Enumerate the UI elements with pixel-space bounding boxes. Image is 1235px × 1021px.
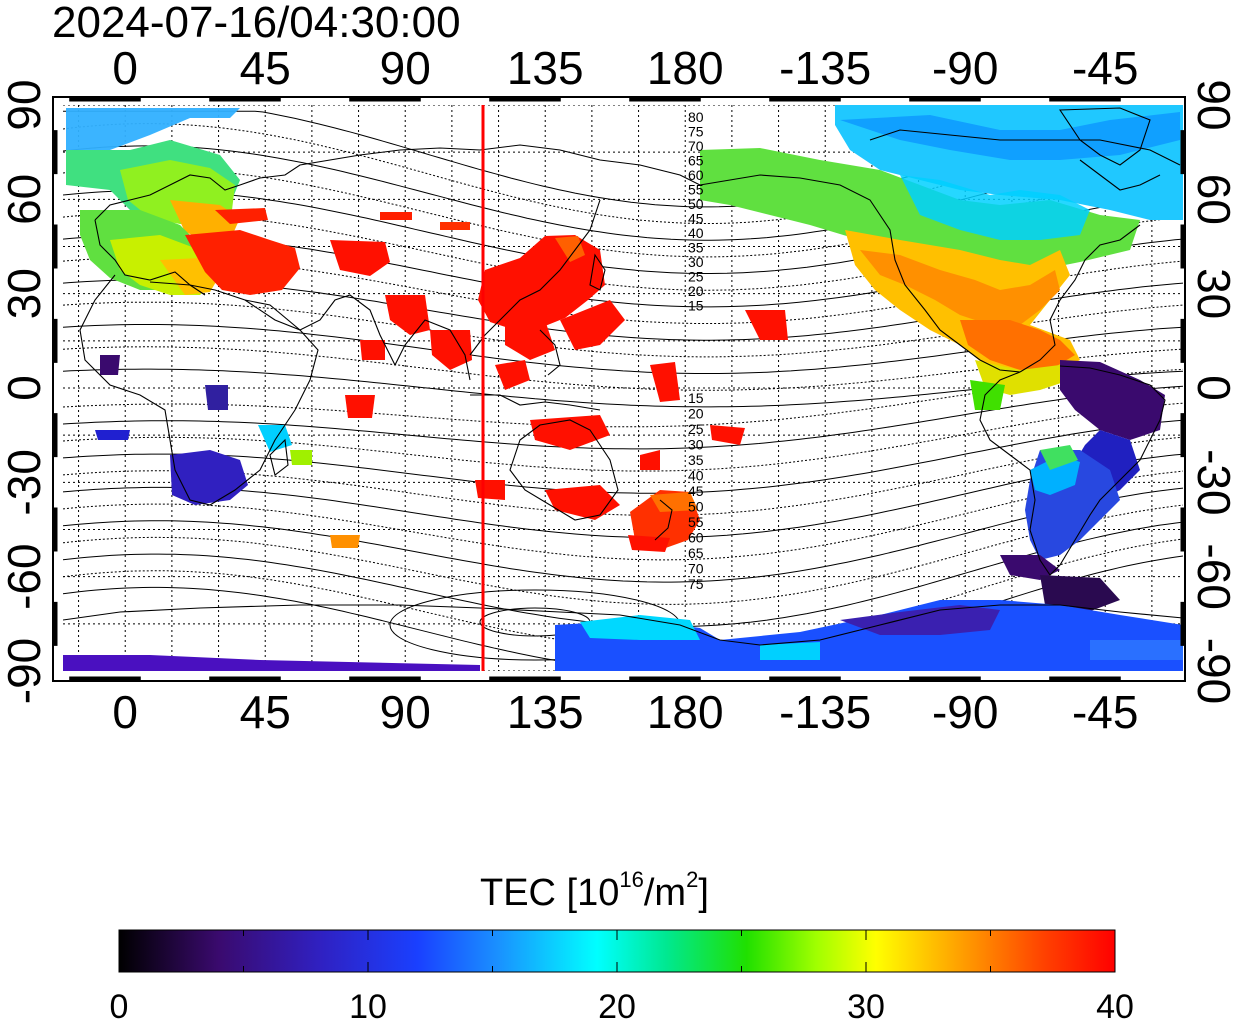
contour-label: 80 bbox=[688, 109, 704, 125]
x-tick-label-top: 135 bbox=[507, 42, 584, 94]
contour-label: 25 bbox=[688, 269, 704, 285]
contour-label: 60 bbox=[688, 167, 704, 183]
y-axis-left-labels: 90 60 30 0 -30 -60 -90 bbox=[0, 79, 50, 704]
x-tick-label-top: -90 bbox=[932, 42, 998, 94]
contour-label: 20 bbox=[688, 283, 704, 299]
x-axis-bottom-labels: 0 45 90 135 180 -135 -90 -45 bbox=[112, 686, 1138, 738]
x-tick-label-top: 0 bbox=[112, 42, 138, 94]
x-tick-label-bottom: -135 bbox=[779, 686, 871, 738]
colorbar-tick-label: 20 bbox=[598, 988, 636, 1021]
contour-label: 70 bbox=[688, 138, 704, 154]
contour-label: 45 bbox=[688, 483, 704, 499]
y-tick-label-left: -60 bbox=[0, 543, 50, 609]
contour-label: 75 bbox=[688, 124, 704, 140]
contour-label: 35 bbox=[688, 240, 704, 256]
x-tick-label-bottom: -90 bbox=[932, 686, 998, 738]
colorbar-title-suffix: ] bbox=[698, 872, 709, 914]
plot-title: 2024-07-16/04:30:00 bbox=[52, 0, 461, 47]
colorbar-ticks bbox=[118, 930, 1116, 972]
y-tick-label-right: 0 bbox=[1188, 375, 1235, 401]
contour-label: 45 bbox=[688, 211, 704, 227]
contour-label: 40 bbox=[688, 225, 704, 241]
contour-label: 55 bbox=[688, 514, 704, 530]
contour-label: 65 bbox=[688, 153, 704, 169]
colorbar-tick-label: 40 bbox=[1096, 988, 1134, 1021]
y-tick-label-left: 90 bbox=[0, 79, 50, 130]
colorbar-title-mid: /m bbox=[644, 872, 686, 914]
contour-label: 15 bbox=[688, 298, 704, 314]
colorbar-tick-label: 30 bbox=[847, 988, 885, 1021]
x-tick-label-top: -45 bbox=[1072, 42, 1138, 94]
contour-label: 50 bbox=[688, 499, 704, 515]
y-tick-label-left: -30 bbox=[0, 449, 50, 515]
coastlines bbox=[63, 107, 1183, 646]
x-tick-label-top: -135 bbox=[779, 42, 871, 94]
x-tick-label-bottom: -45 bbox=[1072, 686, 1138, 738]
map-area bbox=[63, 105, 1183, 671]
x-axis-top-labels: 0 45 90 135 180 -135 -90 -45 bbox=[112, 42, 1138, 94]
y-tick-label-right: 60 bbox=[1188, 174, 1235, 225]
colorbar-title-sup1: 16 bbox=[619, 867, 643, 892]
colorbar-title-sup2: 2 bbox=[686, 867, 698, 892]
x-tick-label-top: 90 bbox=[380, 42, 431, 94]
y-tick-label-left: 0 bbox=[0, 375, 50, 401]
contour-label: 15 bbox=[688, 390, 704, 406]
y-tick-label-right: 30 bbox=[1188, 268, 1235, 319]
contour-label: 20 bbox=[688, 406, 704, 422]
colorbar-tick-label: 10 bbox=[349, 988, 387, 1021]
contour-label: 55 bbox=[688, 182, 704, 198]
y-tick-label-left: 60 bbox=[0, 174, 50, 225]
x-tick-label-top: 45 bbox=[240, 42, 291, 94]
y-tick-label-left: 30 bbox=[0, 268, 50, 319]
colorbar-title: TEC [1016/m2] bbox=[480, 867, 709, 914]
y-axis-right-labels: 90 60 30 0 -30 -60 -90 bbox=[1188, 79, 1235, 704]
contour-label: 30 bbox=[688, 437, 704, 453]
x-tick-label-bottom: 180 bbox=[647, 686, 724, 738]
contour-label: 35 bbox=[688, 452, 704, 468]
colorbar-tick-label: 0 bbox=[110, 988, 129, 1021]
tec-data-patches bbox=[63, 105, 1183, 671]
y-tick-label-left: -90 bbox=[0, 638, 50, 704]
y-tick-label-right: -60 bbox=[1188, 543, 1235, 609]
contour-label: 25 bbox=[688, 421, 704, 437]
x-tick-label-bottom: 90 bbox=[380, 686, 431, 738]
y-tick-label-right: -30 bbox=[1188, 449, 1235, 515]
contour-label: 40 bbox=[688, 468, 704, 484]
contour-label: 75 bbox=[688, 576, 704, 592]
colorbar-tick-labels: 0 10 20 30 40 bbox=[110, 988, 1134, 1021]
contour-label: 60 bbox=[688, 530, 704, 546]
x-tick-label-bottom: 0 bbox=[112, 686, 138, 738]
x-tick-label-bottom: 135 bbox=[507, 686, 584, 738]
contour-label: 65 bbox=[688, 545, 704, 561]
y-tick-label-right: 90 bbox=[1188, 79, 1235, 130]
frame-ticks bbox=[52, 96, 1186, 682]
contour-label: 70 bbox=[688, 561, 704, 577]
x-tick-label-top: 180 bbox=[647, 42, 724, 94]
x-tick-label-bottom: 45 bbox=[240, 686, 291, 738]
colorbar-title-prefix: TEC [10 bbox=[480, 872, 619, 914]
contour-label: 30 bbox=[688, 254, 704, 270]
contour-label: 50 bbox=[688, 196, 704, 212]
y-tick-label-right: -90 bbox=[1188, 638, 1235, 704]
